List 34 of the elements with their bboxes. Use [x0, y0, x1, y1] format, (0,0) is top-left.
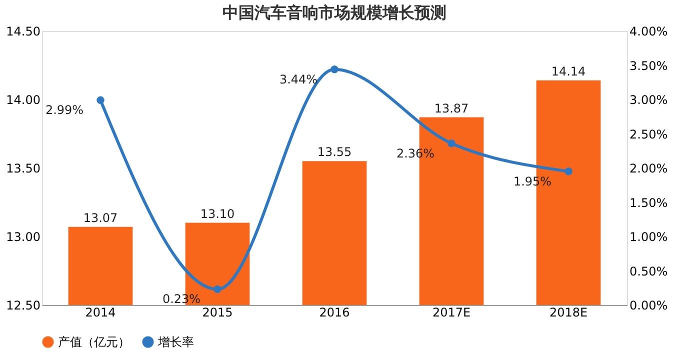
data-label: 13.87 [434, 101, 469, 116]
y2-tick-label: 2.00% [630, 162, 668, 176]
data-label: 13.07 [83, 210, 118, 225]
y2-tick-label: 1.50% [630, 196, 668, 210]
legend-label: 增长率 [157, 335, 194, 349]
x-tick-label: 2014 [85, 306, 116, 320]
y2-tick-label: 0.00% [630, 298, 668, 312]
data-label: 13.55 [317, 145, 352, 160]
point [214, 285, 222, 294]
y2-tick-label: 0.50% [630, 264, 668, 278]
data-label: 3.44% [279, 72, 318, 86]
legend-label: 产值（亿元） [58, 335, 130, 349]
data-label: 13.10 [200, 206, 235, 221]
y2-tick-label: 4.00% [630, 24, 668, 38]
x-tick-label: 2017E [432, 306, 471, 320]
y2-tick-label: 3.50% [630, 58, 668, 73]
data-label: 2.99% [45, 103, 84, 118]
y-tick-label: 13.00 [6, 230, 40, 244]
y2-tick-label: 2.50% [630, 127, 668, 142]
y-tick-label: 14.00 [6, 93, 40, 107]
point [564, 168, 572, 176]
point [448, 139, 456, 148]
y-tick-label: 13.50 [6, 162, 40, 176]
chart-title: 中国汽车音响市场规模增长预测 [222, 3, 446, 22]
y-tick-label: 14.50 [6, 24, 40, 38]
point [330, 65, 338, 74]
x-tick-label: 2018E [549, 306, 588, 320]
y2-tick-label: 1.00% [630, 230, 668, 244]
data-label: 14.14 [551, 64, 586, 78]
x-tick-label: 2015 [202, 306, 233, 320]
point [96, 96, 104, 104]
y2-tick-label: 3.00% [630, 93, 668, 107]
x-tick-label: 2016 [319, 306, 350, 320]
y-tick-label: 12.50 [6, 298, 40, 312]
